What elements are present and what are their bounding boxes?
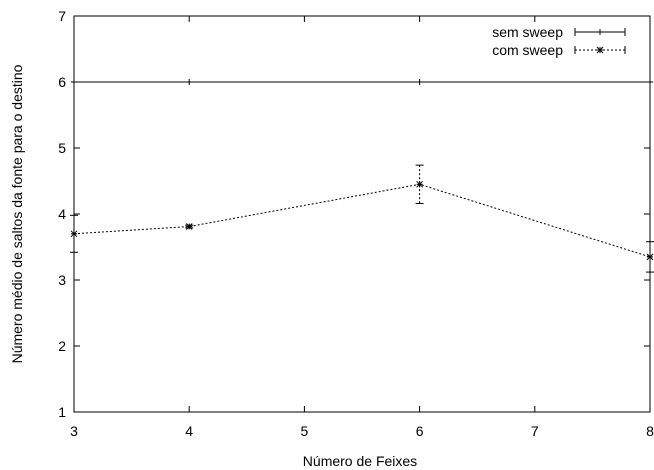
x-tick-label: 5 (301, 423, 309, 439)
error-bar (646, 241, 654, 273)
x-tick-label: 3 (70, 423, 78, 439)
data-point (416, 79, 423, 85)
data-point (70, 230, 78, 238)
axis-ticks: 3 4 5 6 7 8 1 2 3 4 5 6 7 (58, 8, 654, 439)
y-tick-label: 2 (58, 338, 66, 354)
marker-stroke (416, 180, 423, 188)
legend-item: sem sweep (492, 24, 626, 40)
data-point (71, 79, 77, 85)
legend-item: com sweep (492, 42, 626, 58)
y-tick-label: 6 (58, 74, 66, 90)
series-sem-sweep (71, 79, 653, 85)
marker-stroke (70, 230, 78, 238)
series-group (70, 79, 654, 273)
y-tick-label: 3 (58, 272, 66, 288)
data-point (185, 223, 193, 230)
data-point (186, 79, 193, 85)
error-bar (70, 214, 78, 253)
legend-marker (597, 29, 603, 35)
plot-border (73, 15, 651, 413)
x-axis-label: Número de Feixes (303, 453, 417, 469)
error-bar (415, 164, 424, 204)
x-tick-label: 6 (416, 423, 424, 439)
y-tick-label: 7 (58, 8, 66, 24)
data-point (416, 180, 423, 188)
x-tick-label: 4 (185, 423, 193, 439)
y-tick-label: 5 (58, 140, 66, 156)
marker-stroke (596, 46, 604, 54)
y-tick-label: 4 (58, 206, 66, 222)
legend: sem sweep com sweep (492, 24, 626, 58)
data-point (646, 253, 654, 261)
series-line (73, 183, 651, 258)
plot-frame (73, 15, 651, 413)
data-point (647, 79, 653, 85)
x-tick-label: 8 (646, 423, 654, 439)
legend-label: sem sweep (492, 24, 563, 40)
legend-label: com sweep (492, 42, 563, 58)
legend-marker (596, 46, 604, 54)
y-tick-label: 1 (58, 404, 66, 420)
y-axis-label: Número médio de saltos da fonte para o d… (9, 64, 25, 363)
series-com-sweep (70, 164, 654, 273)
marker-stroke (185, 223, 193, 230)
x-tick-label: 7 (531, 423, 539, 439)
marker-stroke (646, 253, 654, 261)
